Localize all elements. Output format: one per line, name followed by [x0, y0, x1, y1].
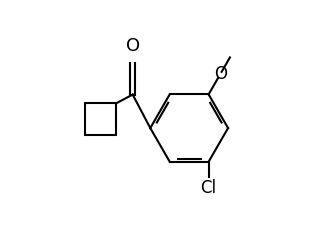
- Text: O: O: [125, 37, 140, 55]
- Text: O: O: [214, 65, 227, 83]
- Text: Cl: Cl: [201, 179, 217, 197]
